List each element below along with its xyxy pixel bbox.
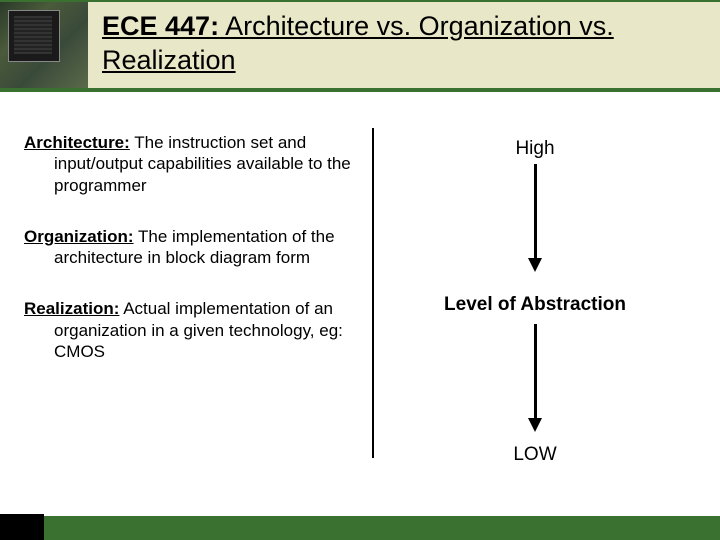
arrow-line-icon xyxy=(534,164,537,258)
arrow-bottom xyxy=(528,324,542,432)
arrow-head-icon xyxy=(528,258,542,272)
abstraction-low-label: LOW xyxy=(374,444,696,466)
arrow-top xyxy=(528,164,542,272)
definition-realization: Realization: Actual implementation of an… xyxy=(24,298,362,362)
chip-thumbnail xyxy=(0,2,88,88)
definitions-column: Architecture: The instruction set and in… xyxy=(24,132,372,458)
arrow-head-icon xyxy=(528,418,542,432)
definition-architecture: Architecture: The instruction set and in… xyxy=(24,132,362,196)
arrow-line-icon xyxy=(534,324,537,418)
slide-header: ECE 447: Architecture vs. Organization v… xyxy=(0,0,720,92)
title-course: ECE 447: xyxy=(102,11,219,41)
slide-body: Architecture: The instruction set and in… xyxy=(0,92,720,458)
term-organization: Organization: xyxy=(24,227,134,246)
slide-title: ECE 447: Architecture vs. Organization v… xyxy=(102,10,710,78)
abstraction-column: High Level of Abstraction LOW xyxy=(374,132,696,458)
term-realization: Realization: xyxy=(24,299,119,318)
abstraction-high-label: High xyxy=(374,138,696,160)
title-container: ECE 447: Architecture vs. Organization v… xyxy=(88,2,720,78)
abstraction-mid-label: Level of Abstraction xyxy=(374,294,696,316)
term-architecture: Architecture: xyxy=(24,133,130,152)
definition-organization: Organization: The implementation of the … xyxy=(24,226,362,269)
slide-footer xyxy=(0,516,720,540)
